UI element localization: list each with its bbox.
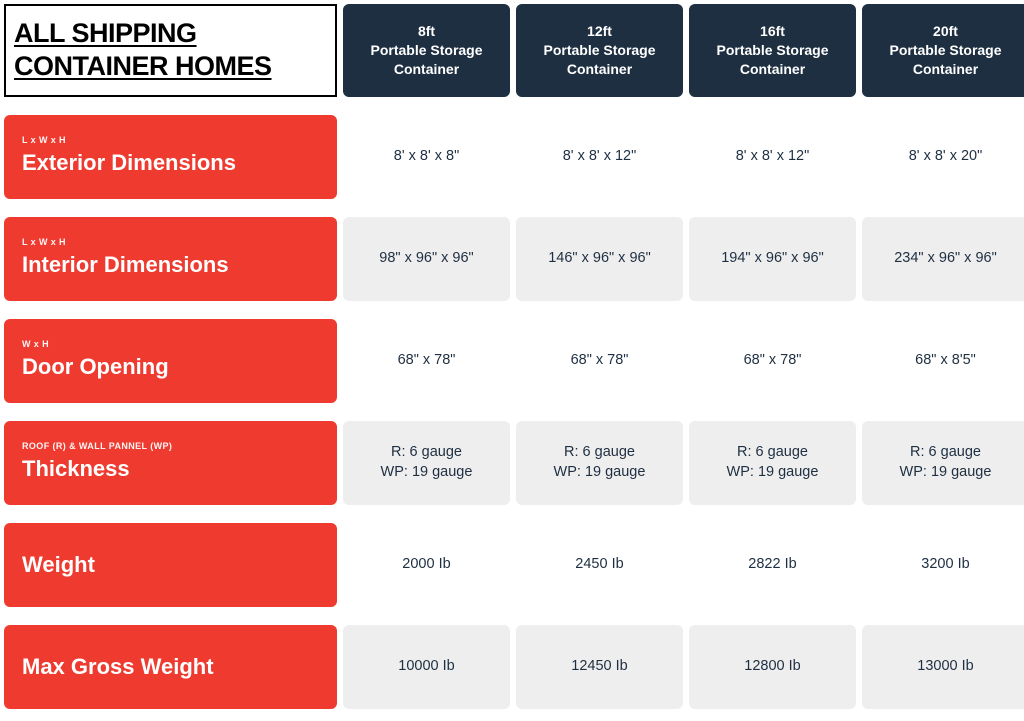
data-cell: R: 6 gauge WP: 19 gauge (689, 421, 856, 505)
page-title: ALL SHIPPING CONTAINER HOMES (4, 4, 337, 97)
data-cell: R: 6 gauge WP: 19 gauge (516, 421, 683, 505)
row-label: L x W x H Interior Dimensions (4, 217, 337, 301)
data-cell: 12450 Ib (516, 625, 683, 709)
column-label: Portable Storage Container (716, 42, 828, 77)
row-label: Weight (4, 523, 337, 607)
column-label: Portable Storage Container (370, 42, 482, 77)
column-size: 8ft (351, 22, 502, 41)
row-sup: L x W x H (22, 237, 319, 247)
row-label: Max Gross Weight (4, 625, 337, 709)
column-header: 20ftPortable Storage Container (862, 4, 1024, 97)
data-cell: 234" x 96" x 96" (862, 217, 1024, 301)
data-cell: 8' x 8' x 8" (343, 115, 510, 199)
data-cell: 2822 Ib (689, 523, 856, 607)
data-cell: 2000 Ib (343, 523, 510, 607)
data-cell: 8' x 8' x 12" (516, 115, 683, 199)
row-label: L x W x H Exterior Dimensions (4, 115, 337, 199)
data-cell: 8' x 8' x 20" (862, 115, 1024, 199)
data-cell: 68" x 78" (516, 319, 683, 403)
row-sup: W x H (22, 339, 319, 349)
column-size: 20ft (870, 22, 1021, 41)
row-title: Exterior Dimensions (22, 151, 319, 175)
column-header: 12ftPortable Storage Container (516, 4, 683, 97)
column-label: Portable Storage Container (543, 42, 655, 77)
data-cell: 68" x 78" (343, 319, 510, 403)
column-size: 16ft (697, 22, 848, 41)
data-cell: 2450 Ib (516, 523, 683, 607)
comparison-table: ALL SHIPPING CONTAINER HOMES8ftPortable … (4, 4, 1020, 709)
row-title: Thickness (22, 457, 319, 481)
column-header: 16ftPortable Storage Container (689, 4, 856, 97)
data-cell: 68" x 8'5" (862, 319, 1024, 403)
data-cell: R: 6 gauge WP: 19 gauge (343, 421, 510, 505)
row-title: Max Gross Weight (22, 655, 319, 679)
data-cell: 194" x 96" x 96" (689, 217, 856, 301)
data-cell: 146" x 96" x 96" (516, 217, 683, 301)
data-cell: 8' x 8' x 12" (689, 115, 856, 199)
row-title: Interior Dimensions (22, 253, 319, 277)
column-label: Portable Storage Container (889, 42, 1001, 77)
data-cell: R: 6 gauge WP: 19 gauge (862, 421, 1024, 505)
data-cell: 68" x 78" (689, 319, 856, 403)
data-cell: 13000 Ib (862, 625, 1024, 709)
data-cell: 12800 Ib (689, 625, 856, 709)
data-cell: 10000 Ib (343, 625, 510, 709)
row-sup: ROOF (R) & WALL PANNEL (WP) (22, 441, 319, 451)
data-cell: 98" x 96" x 96" (343, 217, 510, 301)
row-title: Door Opening (22, 355, 319, 379)
row-label: W x H Door Opening (4, 319, 337, 403)
row-label: ROOF (R) & WALL PANNEL (WP) Thickness (4, 421, 337, 505)
data-cell: 3200 Ib (862, 523, 1024, 607)
column-header: 8ftPortable Storage Container (343, 4, 510, 97)
row-sup: L x W x H (22, 135, 319, 145)
page-title-text: ALL SHIPPING CONTAINER HOMES (14, 17, 327, 85)
column-size: 12ft (524, 22, 675, 41)
row-title: Weight (22, 553, 319, 577)
